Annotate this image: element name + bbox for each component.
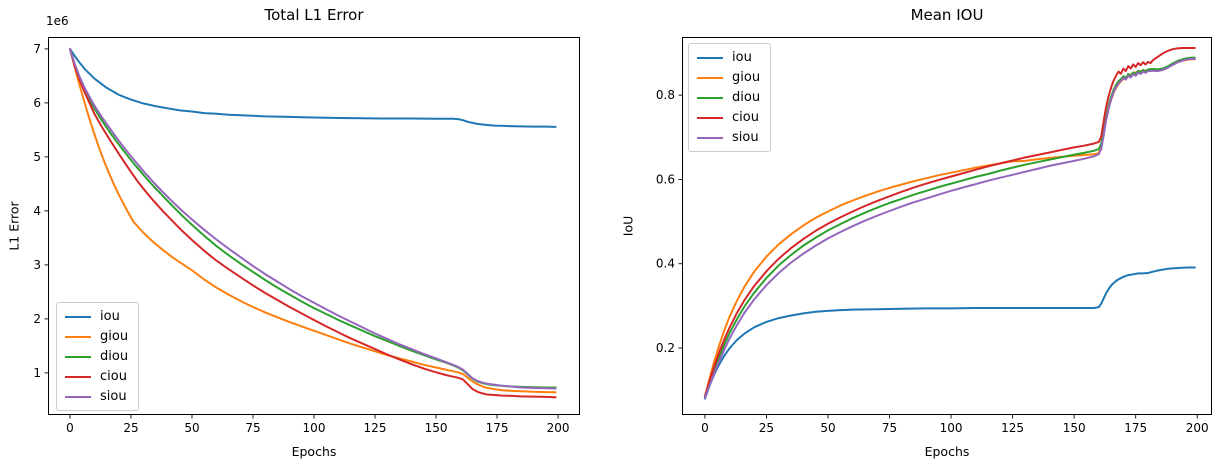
left-axes-frame (48, 37, 580, 415)
legend-item-ciou: ciou (65, 369, 128, 384)
legend-label: diou (732, 90, 761, 105)
x-tick-label: 150 (425, 421, 448, 435)
x-tick-label: 75 (882, 421, 897, 435)
y-tick-label: 0.6 (656, 172, 675, 186)
y-tick-label: 2 (33, 312, 41, 326)
legend-label: ciou (100, 369, 127, 384)
legend-line-swatch (697, 136, 723, 139)
y-tick-label: 0.2 (656, 341, 675, 355)
legend-label: siou (100, 389, 127, 404)
x-tick-label: 200 (547, 421, 570, 435)
left-x-axis-label: Epochs (291, 444, 337, 459)
left-plot-area: 0 25 50 75 100 125 150 175 200 1 2 3 4 5 6 7 (33, 42, 569, 435)
x-tick-label: 150 (1063, 421, 1086, 435)
legend-item-siou: siou (697, 130, 760, 145)
x-tick-label: 200 (1186, 421, 1209, 435)
x-tick-label: 100 (303, 421, 326, 435)
x-tick-label: 0 (66, 421, 74, 435)
legend-line-swatch (65, 355, 91, 358)
left-y-offset-text: 1e6 (46, 14, 69, 28)
right-legend: iou giou diou ciou siou (688, 43, 772, 152)
legend-line-swatch (65, 375, 91, 378)
x-tick-label: 75 (245, 421, 260, 435)
legend-label: ciou (732, 110, 759, 125)
legend-label: giou (100, 329, 129, 344)
x-tick-label: 50 (184, 421, 199, 435)
series-line-siou (69, 47, 557, 390)
x-tick-label: 25 (759, 421, 774, 435)
series-line-giou (69, 47, 557, 394)
y-tick-label: 4 (33, 204, 41, 218)
x-tick-label: 125 (364, 421, 387, 435)
right-y-axis-label: IoU (620, 215, 636, 237)
right-axes-frame (682, 37, 1212, 415)
y-tick-label: 0.8 (656, 88, 675, 102)
x-tick-label: 100 (940, 421, 963, 435)
legend-label: diou (100, 349, 129, 364)
x-tick-label: 50 (820, 421, 835, 435)
x-tick-label: 125 (1001, 421, 1024, 435)
legend-label: giou (732, 70, 761, 85)
x-tick-label: 175 (486, 421, 509, 435)
y-tick-label: 6 (33, 96, 41, 110)
y-tick-label: 7 (33, 42, 41, 56)
left-y-axis-label: L1 Error (6, 201, 22, 251)
y-tick-label: 1 (33, 366, 41, 380)
legend-label: siou (732, 130, 759, 145)
series-line-diou (69, 47, 557, 389)
legend-item-giou: giou (697, 70, 760, 85)
series-line-diou (703, 56, 1196, 398)
legend-line-swatch (65, 315, 91, 318)
legend-item-diou: diou (65, 349, 128, 364)
y-tick-label: 5 (33, 150, 41, 164)
series-line-siou (703, 57, 1196, 399)
series-line-iou (703, 266, 1196, 400)
legend-line-swatch (65, 395, 91, 398)
legend-line-swatch (65, 335, 91, 338)
y-tick-label: 0.4 (656, 257, 675, 271)
legend-line-swatch (697, 116, 723, 119)
legend-label: iou (100, 309, 120, 324)
series-line-iou (69, 47, 557, 128)
series-line-ciou (703, 47, 1196, 398)
legend-line-swatch (697, 96, 723, 99)
legend-item-iou: iou (697, 50, 760, 65)
series-line-giou (703, 58, 1196, 398)
legend-item-iou: iou (65, 309, 128, 324)
right-plot-area: 0 25 50 75 100 125 150 175 200 0.2 0.4 0.6 0.8 (656, 47, 1209, 435)
x-tick-label: 175 (1124, 421, 1147, 435)
legend-line-swatch (697, 56, 723, 59)
x-tick-label: 0 (701, 421, 709, 435)
left-chart-title: Total L1 Error (264, 6, 364, 24)
left-legend: iou giou diou ciou siou (56, 302, 140, 411)
right-x-axis-label: Epochs (924, 444, 970, 459)
right-chart-title: Mean IOU (910, 6, 984, 24)
legend-item-diou: diou (697, 90, 760, 105)
legend-line-swatch (697, 76, 723, 79)
legend-item-ciou: ciou (697, 110, 760, 125)
series-line-ciou (69, 47, 557, 399)
x-tick-label: 25 (123, 421, 138, 435)
legend-item-siou: siou (65, 389, 128, 404)
y-tick-label: 3 (33, 258, 41, 272)
legend-label: iou (732, 50, 752, 65)
legend-item-giou: giou (65, 329, 128, 344)
